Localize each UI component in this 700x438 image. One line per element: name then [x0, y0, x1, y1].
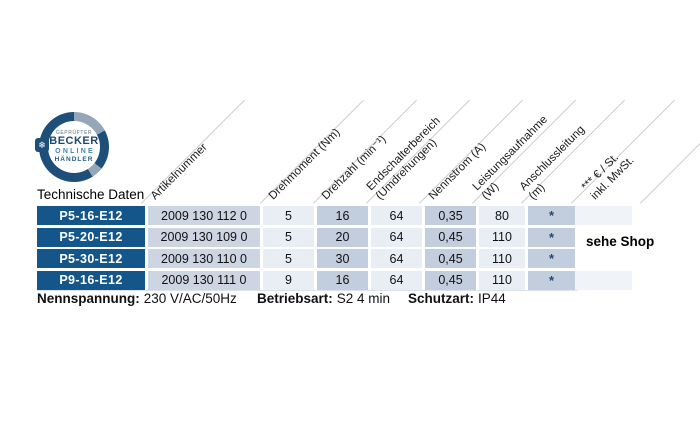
- table-bottom-divider: [37, 290, 578, 291]
- cell-endschalter: 64: [371, 206, 422, 225]
- cell-drehmoment: 5: [263, 249, 314, 268]
- cell-artikelnummer: 2009 130 110 0: [148, 249, 260, 268]
- cell-artikelnummer: 2009 130 109 0: [148, 227, 260, 247]
- spec-label: Schutzart:: [408, 291, 475, 306]
- cell-drehzahl: 30: [317, 249, 368, 268]
- cell-nennstrom: 0,45: [425, 227, 476, 247]
- becker-dealer-badge[interactable]: GEPRÜFTER BECKER ONLINE HÄNDLER ❄: [35, 112, 109, 182]
- spec-value: IP44: [478, 291, 506, 306]
- price-cell: [575, 206, 632, 225]
- spec-betriebsart: Betriebsart: S2 4 min: [257, 291, 390, 306]
- spec-label: Betriebsart:: [257, 291, 333, 306]
- cell-model: P5-30-E12: [37, 249, 145, 268]
- snowflake-icon: ❄: [35, 138, 49, 152]
- cell-anschlussleitung: *: [528, 206, 575, 225]
- cell-model: P5-20-E12: [37, 227, 145, 247]
- cell-artikelnummer: 2009 130 111 0: [148, 270, 260, 290]
- spec-schutzart: Schutzart: IP44: [408, 291, 506, 306]
- cell-anschlussleitung: *: [528, 227, 575, 247]
- cell-drehmoment: 5: [263, 227, 314, 247]
- header-divider: [640, 99, 700, 204]
- cell-leistung: 110: [479, 270, 525, 290]
- cell-anschlussleitung: *: [528, 249, 575, 268]
- cell-drehzahl: 16: [317, 206, 368, 225]
- spec-table: P5-16-E12 2009 130 112 0 5 16 64 0,35 80…: [37, 206, 575, 290]
- spec-nennspannung: Nennspannung: 230 V/AC/50Hz: [37, 291, 237, 306]
- cell-nennstrom: 0,35: [425, 206, 476, 225]
- cell-nennstrom: 0,45: [425, 270, 476, 290]
- spec-value: S2 4 min: [336, 291, 391, 306]
- cell-leistung: 110: [479, 249, 525, 268]
- badge-line-haendler: HÄNDLER: [54, 156, 94, 163]
- cell-anschlussleitung: *: [528, 270, 575, 290]
- cell-drehzahl: 16: [317, 270, 368, 290]
- price-cell: [575, 270, 632, 290]
- cell-endschalter: 64: [371, 249, 422, 268]
- cell-leistung: 80: [479, 206, 525, 225]
- cell-artikelnummer: 2009 130 112 0: [148, 206, 260, 225]
- cell-model: P9-16-E12: [37, 270, 145, 290]
- cell-nennstrom: 0,45: [425, 249, 476, 268]
- badge-inner: GEPRÜFTER BECKER ONLINE HÄNDLER: [48, 121, 100, 173]
- cell-endschalter: 64: [371, 270, 422, 290]
- cell-drehmoment: 9: [263, 270, 314, 290]
- cell-model: P5-16-E12: [37, 206, 145, 225]
- cell-leistung: 110: [479, 227, 525, 247]
- column-header-label: Artikelnummer: [148, 141, 210, 203]
- cell-drehzahl: 20: [317, 227, 368, 247]
- badge-line-becker: BECKER: [49, 135, 99, 147]
- see-shop-note[interactable]: sehe Shop: [586, 234, 655, 249]
- spec-value: 230 V/AC/50Hz: [143, 291, 237, 306]
- page-title: Technische Daten: [37, 187, 145, 202]
- cell-endschalter: 64: [371, 227, 422, 247]
- badge-line-online: ONLINE: [55, 148, 95, 155]
- spec-label: Nennspannung:: [37, 291, 140, 306]
- badge-line-geprueft: GEPRÜFTER: [55, 130, 93, 136]
- cell-drehmoment: 5: [263, 206, 314, 225]
